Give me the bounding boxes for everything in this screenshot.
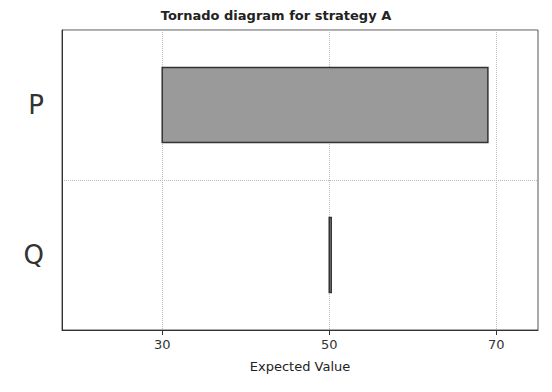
svg-text:30: 30 (154, 337, 171, 352)
svg-text:Tornado diagram for strategy A: Tornado diagram for strategy A (161, 8, 391, 23)
svg-text:P: P (28, 90, 44, 120)
svg-text:70: 70 (488, 337, 505, 352)
svg-text:Q: Q (24, 240, 44, 270)
svg-text:Expected Value: Expected Value (250, 359, 350, 374)
svg-text:50: 50 (321, 337, 338, 352)
